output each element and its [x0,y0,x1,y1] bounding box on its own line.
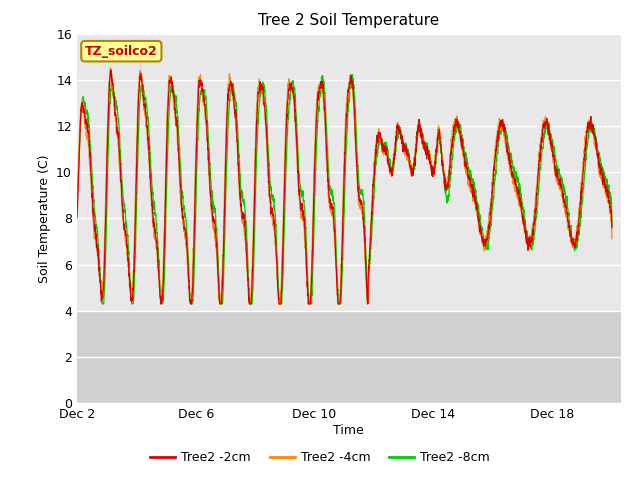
Legend: Tree2 -2cm, Tree2 -4cm, Tree2 -8cm: Tree2 -2cm, Tree2 -4cm, Tree2 -8cm [145,446,495,469]
Bar [77,34,621,311]
Tree2 -2cm [108,67,115,73]
Tree2 -2cm [125,267,132,273]
Tree2 -8cm [348,72,355,77]
Y-axis label: Soil Temperature (C): Soil Temperature (C) [38,154,51,283]
Tree2 -2cm [608,225,616,231]
Tree2 -4cm [362,265,369,271]
Text: TZ_soilco2: TZ_soilco2 [85,45,157,58]
Tree2 -2cm [157,299,165,304]
Line: Tree2 -4cm: Tree2 -4cm [77,68,612,304]
Tree2 -8cm [540,145,547,151]
Tree2 -8cm [125,249,132,255]
Tree2 -4cm [268,214,275,220]
Tree2 -8cm [608,222,616,228]
Tree2 -4cm [107,65,115,71]
Tree2 -2cm [157,301,164,307]
Tree2 -2cm [268,209,275,215]
Tree2 -4cm [540,121,547,127]
Line: Tree2 -2cm: Tree2 -2cm [77,70,612,304]
Tree2 -2cm [540,122,547,128]
Tree2 -4cm [608,236,616,241]
Tree2 -8cm [157,301,165,307]
Tree2 -4cm [125,268,132,274]
Tree2 -8cm [98,301,106,307]
Tree2 -4cm [216,301,223,307]
Title: Tree 2 Soil Temperature: Tree 2 Soil Temperature [258,13,440,28]
Tree2 -8cm [268,187,275,192]
X-axis label: Time: Time [333,424,364,437]
Tree2 -4cm [157,297,165,303]
Tree2 -2cm [192,170,200,176]
Tree2 -2cm [73,216,81,221]
Tree2 -8cm [192,215,200,220]
Tree2 -4cm [73,204,81,210]
Line: Tree2 -8cm: Tree2 -8cm [77,74,612,304]
Tree2 -2cm [362,254,369,260]
Tree2 -4cm [192,162,200,168]
Tree2 -8cm [73,181,81,187]
Tree2 -8cm [362,243,369,249]
Bar [77,311,621,403]
